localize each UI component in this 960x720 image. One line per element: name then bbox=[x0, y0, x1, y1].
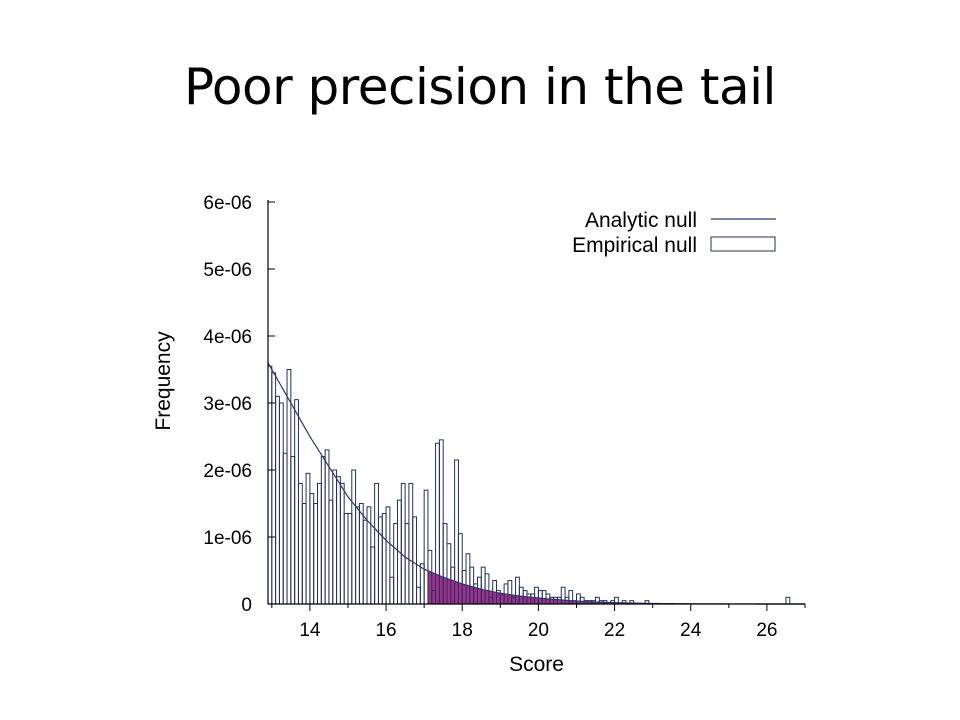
histogram-bar bbox=[336, 476, 341, 605]
histogram-bar bbox=[275, 395, 280, 605]
histogram-bar bbox=[385, 506, 391, 605]
histogram-bar bbox=[381, 513, 387, 605]
x-tick-label: 20 bbox=[528, 620, 549, 641]
histogram-bar bbox=[374, 482, 379, 605]
legend-label-analytic: Analytic null bbox=[585, 209, 697, 232]
histogram-bar bbox=[419, 563, 425, 605]
y-tick-label: 3e-06 bbox=[203, 394, 252, 415]
histogram-bar bbox=[320, 456, 326, 605]
x-tick-label: 22 bbox=[604, 620, 625, 641]
histogram-bar bbox=[328, 499, 334, 605]
histogram-bar bbox=[332, 469, 338, 605]
histogram-bar bbox=[347, 513, 353, 605]
histogram-bar bbox=[389, 576, 395, 605]
histogram-bar bbox=[785, 596, 791, 605]
histogram-bar bbox=[377, 516, 383, 605]
y-tick-label: 4e-06 bbox=[203, 327, 252, 348]
y-tick-label: 0 bbox=[241, 595, 252, 616]
histogram-bar bbox=[351, 469, 357, 605]
histogram-bar bbox=[362, 519, 368, 605]
histogram-bar bbox=[393, 523, 398, 605]
histogram-bar bbox=[355, 506, 360, 605]
tick-labels: 0 1e-06 2e-06 3e-06 4e-06 5e-06 6e-06 14 16 18 20 2… bbox=[203, 193, 777, 641]
histogram-bar bbox=[271, 372, 277, 605]
slide-title: Poor precision in the tail bbox=[184, 58, 776, 116]
axis-titles: Score Frequency bbox=[152, 331, 564, 676]
histogram-bar bbox=[404, 523, 410, 605]
histogram-bar bbox=[317, 482, 322, 605]
histogram-bar bbox=[358, 503, 364, 605]
axes bbox=[267, 200, 806, 611]
histogram-bar bbox=[400, 482, 406, 605]
histogram-bar bbox=[301, 503, 307, 605]
y-axis-title: Frequency bbox=[152, 331, 175, 431]
histogram-bar bbox=[282, 452, 288, 605]
legend-swatch-box bbox=[710, 236, 776, 252]
shaded-tail-region bbox=[427, 570, 805, 604]
histogram-bar bbox=[416, 586, 421, 605]
histogram-bar bbox=[290, 456, 296, 605]
analytic-curve bbox=[267, 362, 805, 605]
y-tick-label: 6e-06 bbox=[203, 193, 252, 214]
histogram-bar bbox=[286, 369, 292, 605]
histogram-bar bbox=[339, 482, 345, 605]
histogram-bar bbox=[309, 492, 315, 605]
histogram-bar bbox=[370, 546, 376, 605]
legend-label-empirical: Empirical null bbox=[572, 234, 697, 257]
histogram-bar bbox=[412, 516, 418, 605]
histogram-bars bbox=[267, 365, 794, 605]
histogram-bar bbox=[324, 449, 330, 605]
histogram-bar bbox=[278, 402, 284, 605]
histogram-bar bbox=[294, 399, 299, 605]
x-tick-label: 18 bbox=[452, 620, 473, 641]
x-tick-label: 14 bbox=[299, 620, 321, 641]
histogram-bar bbox=[297, 482, 303, 605]
y-tick-label: 2e-06 bbox=[203, 461, 252, 482]
histogram-bar bbox=[343, 513, 349, 605]
histogram-bar bbox=[408, 482, 414, 605]
y-tick-label: 1e-06 bbox=[203, 528, 252, 549]
x-axis-title: Score bbox=[509, 653, 564, 676]
x-tick-label: 26 bbox=[756, 620, 777, 641]
histogram-bar bbox=[423, 489, 429, 605]
tail-shade-area bbox=[427, 570, 805, 604]
analytic-null-line bbox=[267, 362, 805, 605]
x-tick-label: 24 bbox=[680, 620, 702, 641]
x-tick-label: 16 bbox=[375, 620, 396, 641]
y-tick-label: 5e-06 bbox=[203, 260, 252, 281]
legend: Analytic null Empirical null bbox=[572, 209, 776, 257]
histogram-bar bbox=[305, 472, 311, 605]
histogram-bar bbox=[313, 503, 319, 605]
